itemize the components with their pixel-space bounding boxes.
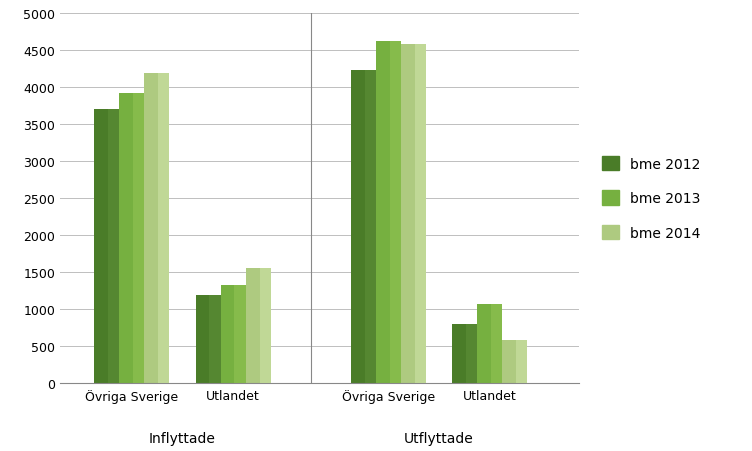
Bar — [144, 74, 169, 383]
Bar — [133, 93, 144, 383]
Legend: bme 2012, bme 2013, bme 2014: bme 2012, bme 2013, bme 2014 — [596, 152, 705, 245]
Bar — [235, 285, 246, 383]
Bar — [376, 42, 401, 383]
Bar — [220, 285, 246, 383]
Bar — [259, 268, 271, 383]
Bar — [414, 46, 426, 383]
Bar — [516, 341, 527, 383]
Bar — [390, 42, 401, 383]
Bar — [477, 304, 502, 383]
Bar — [365, 71, 376, 383]
Text: Utflyttade: Utflyttade — [404, 432, 474, 446]
Bar — [158, 74, 169, 383]
Bar — [94, 110, 120, 383]
Bar — [246, 268, 271, 383]
Bar — [196, 295, 220, 383]
Bar — [452, 324, 477, 383]
Bar — [350, 71, 376, 383]
Bar — [120, 93, 144, 383]
Text: Inflyttade: Inflyttade — [149, 432, 216, 446]
Bar — [502, 341, 527, 383]
Bar — [466, 324, 478, 383]
Bar — [210, 295, 221, 383]
Bar — [491, 304, 502, 383]
Bar — [401, 46, 426, 383]
Bar — [108, 110, 120, 383]
